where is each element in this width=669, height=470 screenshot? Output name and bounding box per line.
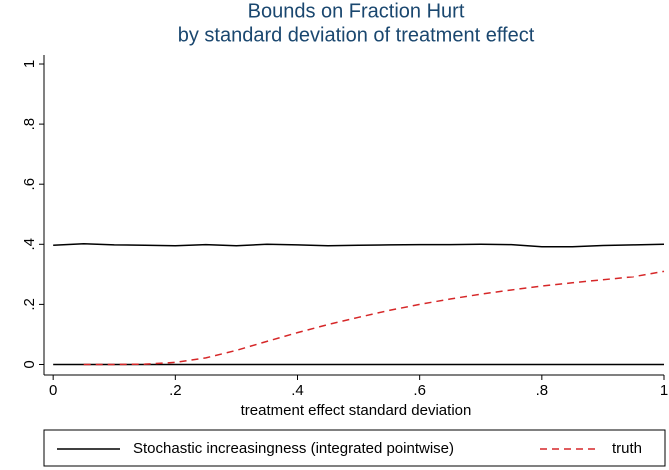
x-axis-label: treatment effect standard deviation bbox=[241, 402, 472, 419]
y-tick-label: .2 bbox=[21, 298, 38, 311]
legend-label: truth bbox=[612, 440, 642, 457]
y-tick-label: .8 bbox=[21, 118, 38, 131]
x-tick-label: .2 bbox=[169, 382, 182, 399]
chart-title: Bounds on Fraction Hurt bbox=[248, 0, 465, 22]
legend-box bbox=[43, 429, 666, 467]
x-tick-label: .8 bbox=[536, 382, 549, 399]
y-tick-label: .6 bbox=[21, 178, 38, 191]
y-tick-label: .4 bbox=[21, 238, 38, 251]
series-line bbox=[83, 270, 665, 366]
x-tick-label: .4 bbox=[291, 382, 304, 399]
series-line bbox=[53, 242, 665, 248]
y-tick-label: 1 bbox=[21, 60, 38, 68]
chart-subtitle: by standard deviation of treatment effec… bbox=[178, 24, 535, 46]
y-tick-label: 0 bbox=[21, 360, 38, 368]
x-tick-label: 1 bbox=[660, 382, 668, 399]
x-tick-label: 0 bbox=[49, 382, 57, 399]
x-tick-label: .6 bbox=[413, 382, 426, 399]
legend-label: Stochastic increasingness (integrated po… bbox=[133, 440, 454, 457]
